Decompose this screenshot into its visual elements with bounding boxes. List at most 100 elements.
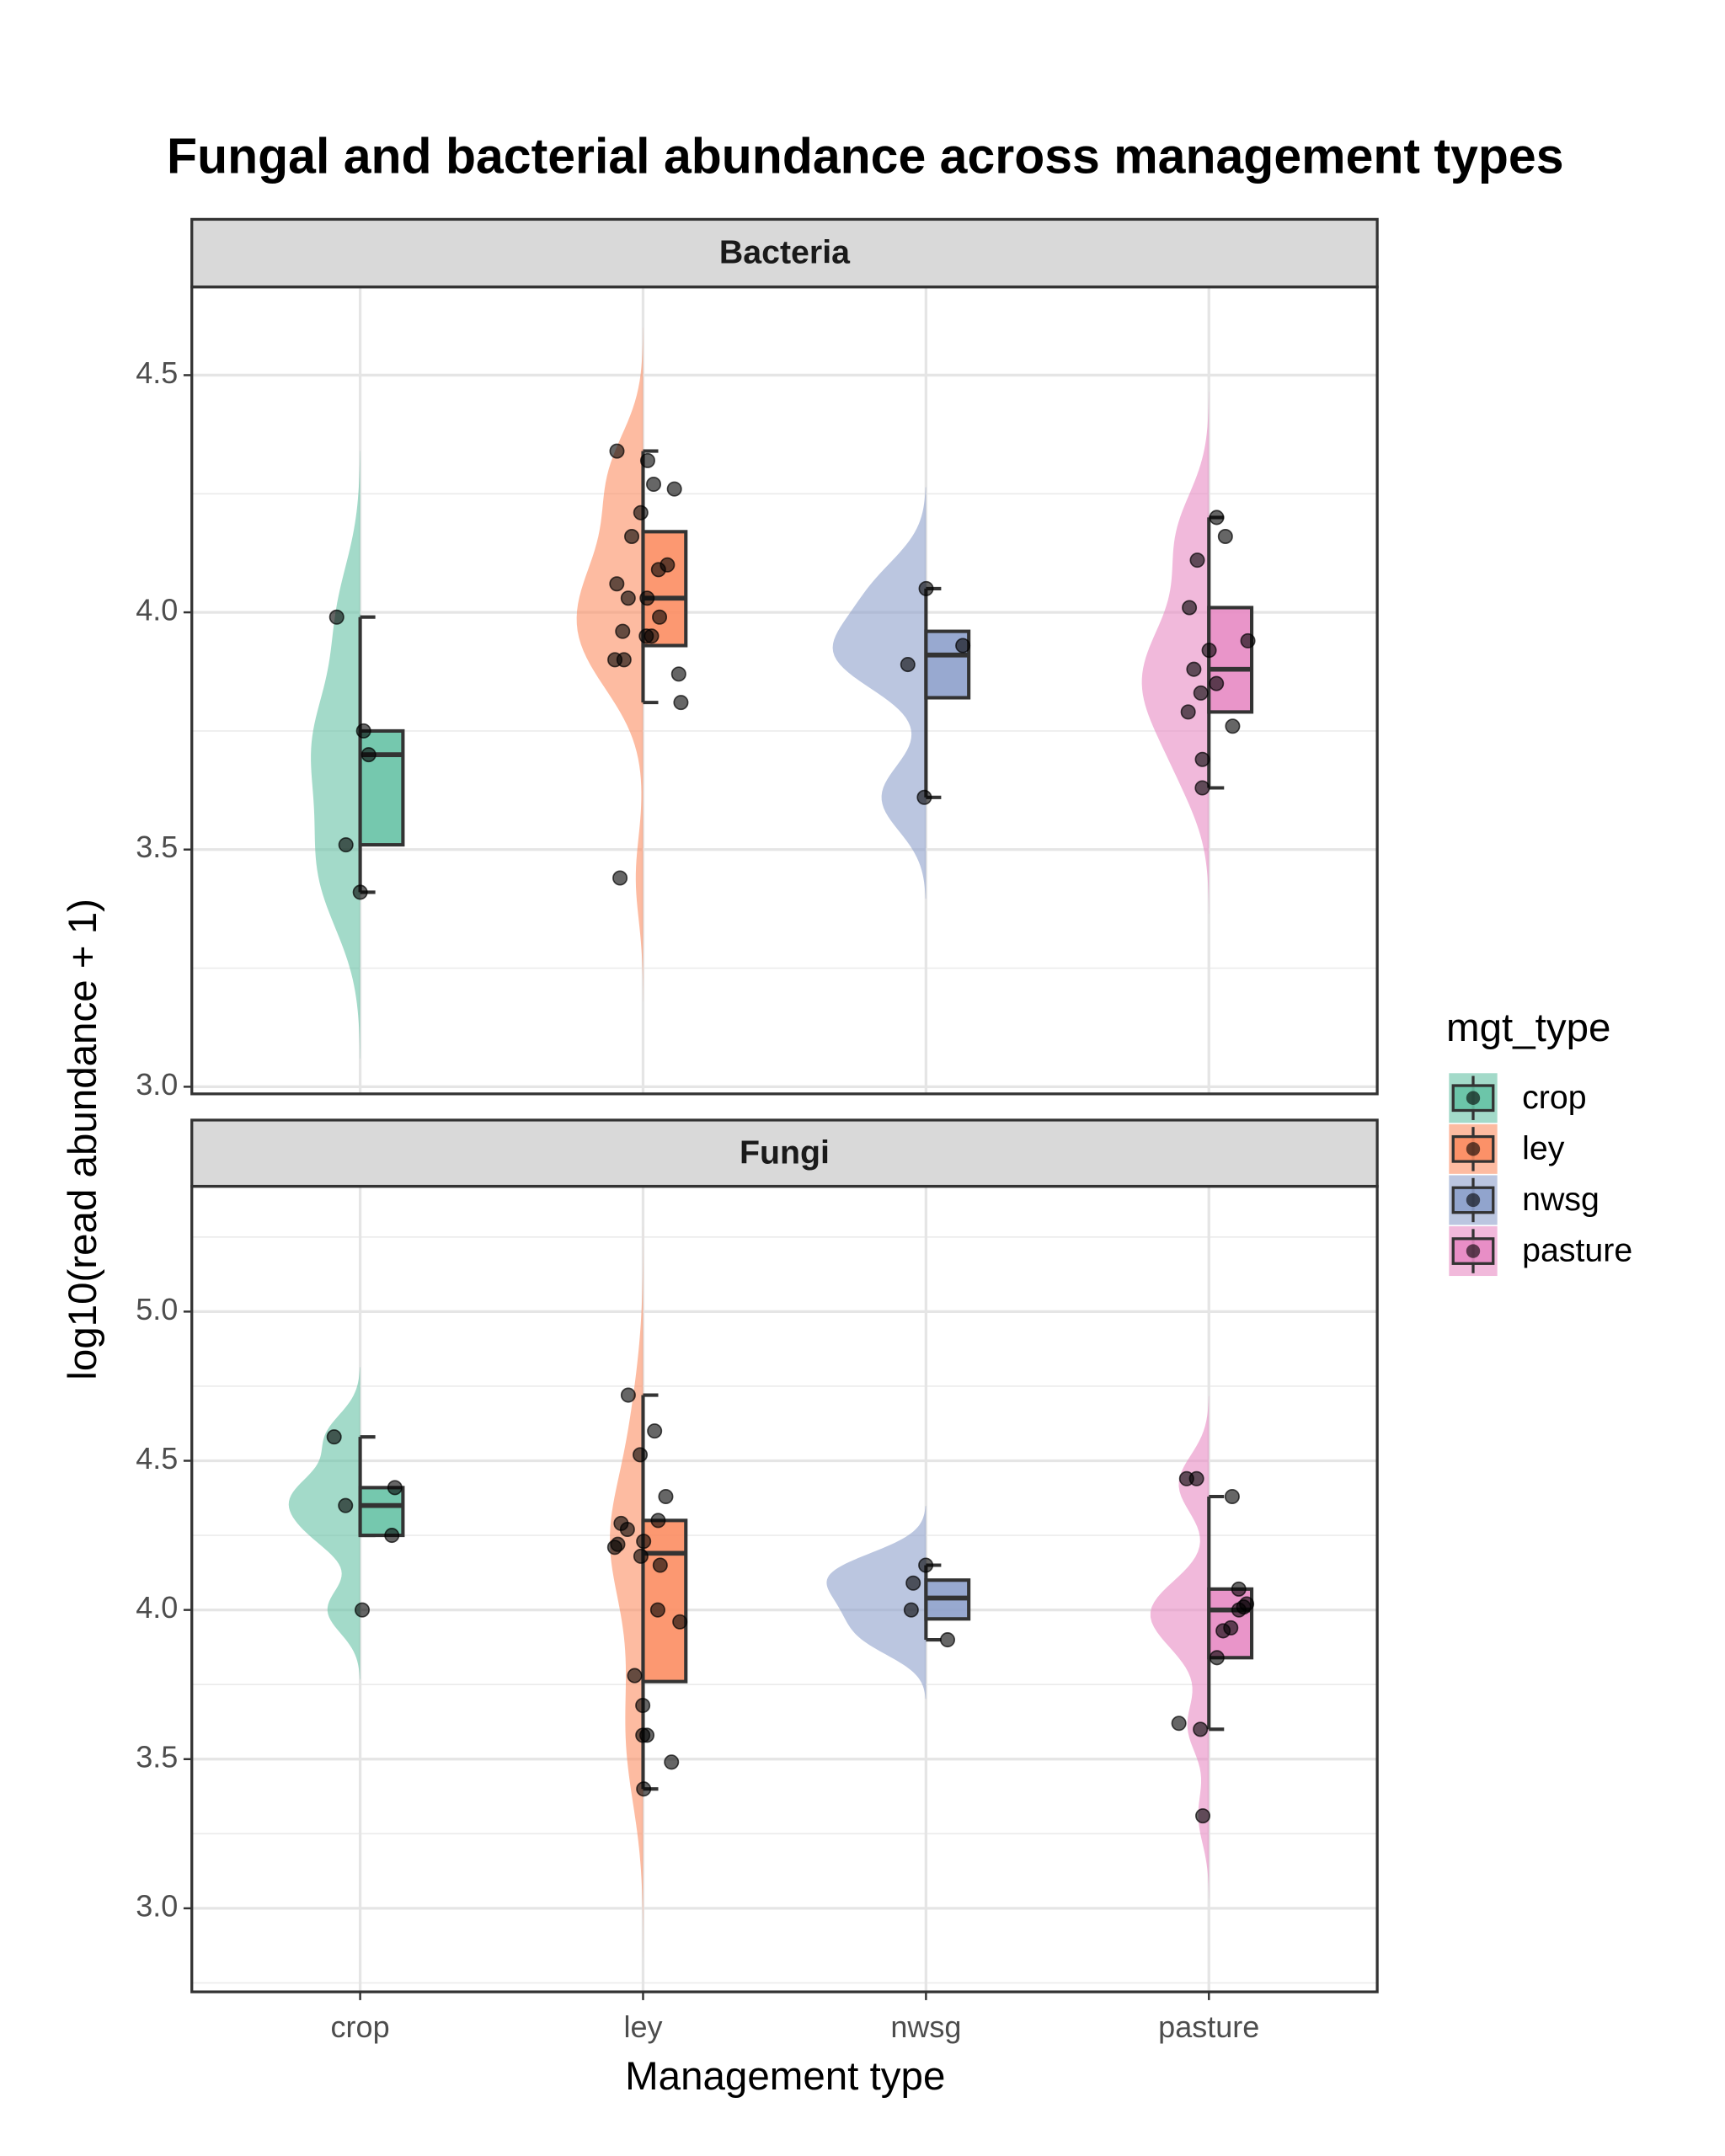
y-tick-label: 5.0 <box>136 1292 178 1326</box>
strip <box>190 217 1379 289</box>
facet-panel: 3.0 3.5 4.0 4.5 Bacteria <box>136 217 1379 1102</box>
data-point <box>1193 1721 1209 1737</box>
legend-label: nwsg <box>1522 1181 1599 1218</box>
data-point <box>658 1489 674 1505</box>
data-point <box>650 1513 666 1529</box>
data-point <box>916 789 932 805</box>
data-point <box>652 609 668 625</box>
y-tick-label: 4.5 <box>136 1441 178 1476</box>
data-point <box>1171 1716 1187 1732</box>
data-point <box>384 1528 400 1544</box>
data-point <box>918 580 934 596</box>
y-tick-label: 3.0 <box>136 1888 178 1923</box>
data-point <box>1194 751 1210 767</box>
data-point <box>1215 1623 1231 1639</box>
box <box>641 530 688 648</box>
violin <box>1141 391 1210 915</box>
data-point <box>1217 528 1233 544</box>
x-tick-label: crop <box>331 2009 390 2044</box>
legend-label: crop <box>1522 1079 1586 1116</box>
violin <box>311 451 360 1059</box>
data-point <box>609 576 625 592</box>
y-axis-label: log10(read abundance + 1) <box>61 899 105 1380</box>
data-point <box>652 1557 668 1573</box>
y-tick-label: 3.5 <box>136 830 178 864</box>
data-point <box>639 452 655 468</box>
data-point <box>670 666 686 682</box>
data-point <box>328 609 344 625</box>
data-point <box>1209 675 1225 691</box>
data-point <box>326 1429 342 1445</box>
data-point <box>635 1727 651 1743</box>
violin <box>1150 1396 1210 1899</box>
data-point <box>612 870 628 886</box>
data-point <box>649 1602 665 1618</box>
data-point <box>607 652 623 668</box>
data-point <box>918 1557 934 1573</box>
chart-title: Fungal and bacterial abundance across ma… <box>167 130 1563 184</box>
data-point <box>1225 718 1241 734</box>
y-tick-label: 4.0 <box>136 1590 178 1625</box>
data-point <box>606 1540 622 1556</box>
data-point <box>664 1754 680 1770</box>
data-point <box>355 1602 371 1618</box>
violin <box>826 1506 927 1700</box>
x-tick-label: pasture <box>1158 2009 1259 2044</box>
data-point <box>387 1480 403 1496</box>
data-point <box>338 1497 354 1513</box>
data-point <box>352 884 368 900</box>
data-point <box>620 590 636 606</box>
data-point <box>609 443 625 459</box>
data-point <box>1195 1808 1211 1824</box>
strip-label: Fungi <box>740 1134 830 1171</box>
data-point <box>633 504 649 520</box>
x-tick-label: nwsg <box>890 2009 961 2044</box>
y-tick-label: 3.5 <box>136 1739 178 1774</box>
strip <box>190 1118 1379 1188</box>
legend-key-point <box>1466 1091 1481 1105</box>
legend-label: pasture <box>1522 1232 1632 1269</box>
data-point <box>955 638 971 654</box>
data-point <box>1189 552 1205 568</box>
data-point <box>1231 1602 1247 1618</box>
data-point <box>647 1423 663 1439</box>
data-point <box>360 747 377 763</box>
legend-key-point <box>1466 1193 1481 1208</box>
data-point <box>1224 1489 1240 1505</box>
data-point <box>619 1521 635 1537</box>
violin <box>288 1367 360 1680</box>
data-point <box>939 1632 956 1648</box>
data-point <box>639 590 655 606</box>
x-tick-label: ley <box>623 2009 662 2044</box>
data-point <box>633 1548 649 1564</box>
strip-label: Bacteria <box>719 234 851 271</box>
data-point <box>1180 704 1196 720</box>
data-point <box>1231 1581 1247 1597</box>
data-point <box>1209 510 1225 526</box>
data-point <box>1193 685 1209 701</box>
legend-label: ley <box>1522 1129 1565 1166</box>
data-point <box>650 562 666 578</box>
data-point <box>338 837 354 853</box>
y-tick-label: 3.0 <box>136 1067 178 1102</box>
box <box>358 1486 405 1538</box>
facet-panel: 3.0 3.5 4.0 4.5 5.0 Fungi <box>136 1118 1379 1993</box>
data-point <box>636 1781 652 1797</box>
data-point <box>638 628 654 644</box>
legend-key-point <box>1466 1244 1481 1258</box>
data-point <box>903 1602 919 1618</box>
data-point <box>666 481 682 497</box>
legend-title: mgt_type <box>1446 1006 1610 1050</box>
x-axis-label: Management type <box>625 2054 945 2099</box>
data-point <box>620 1387 636 1403</box>
data-point <box>1188 1470 1204 1486</box>
data-point <box>673 695 689 711</box>
data-point <box>1240 632 1256 648</box>
data-point <box>636 1534 652 1550</box>
data-point <box>624 528 640 544</box>
data-point <box>633 1447 649 1463</box>
legend-key-point <box>1466 1142 1481 1156</box>
violin <box>610 1226 644 1957</box>
